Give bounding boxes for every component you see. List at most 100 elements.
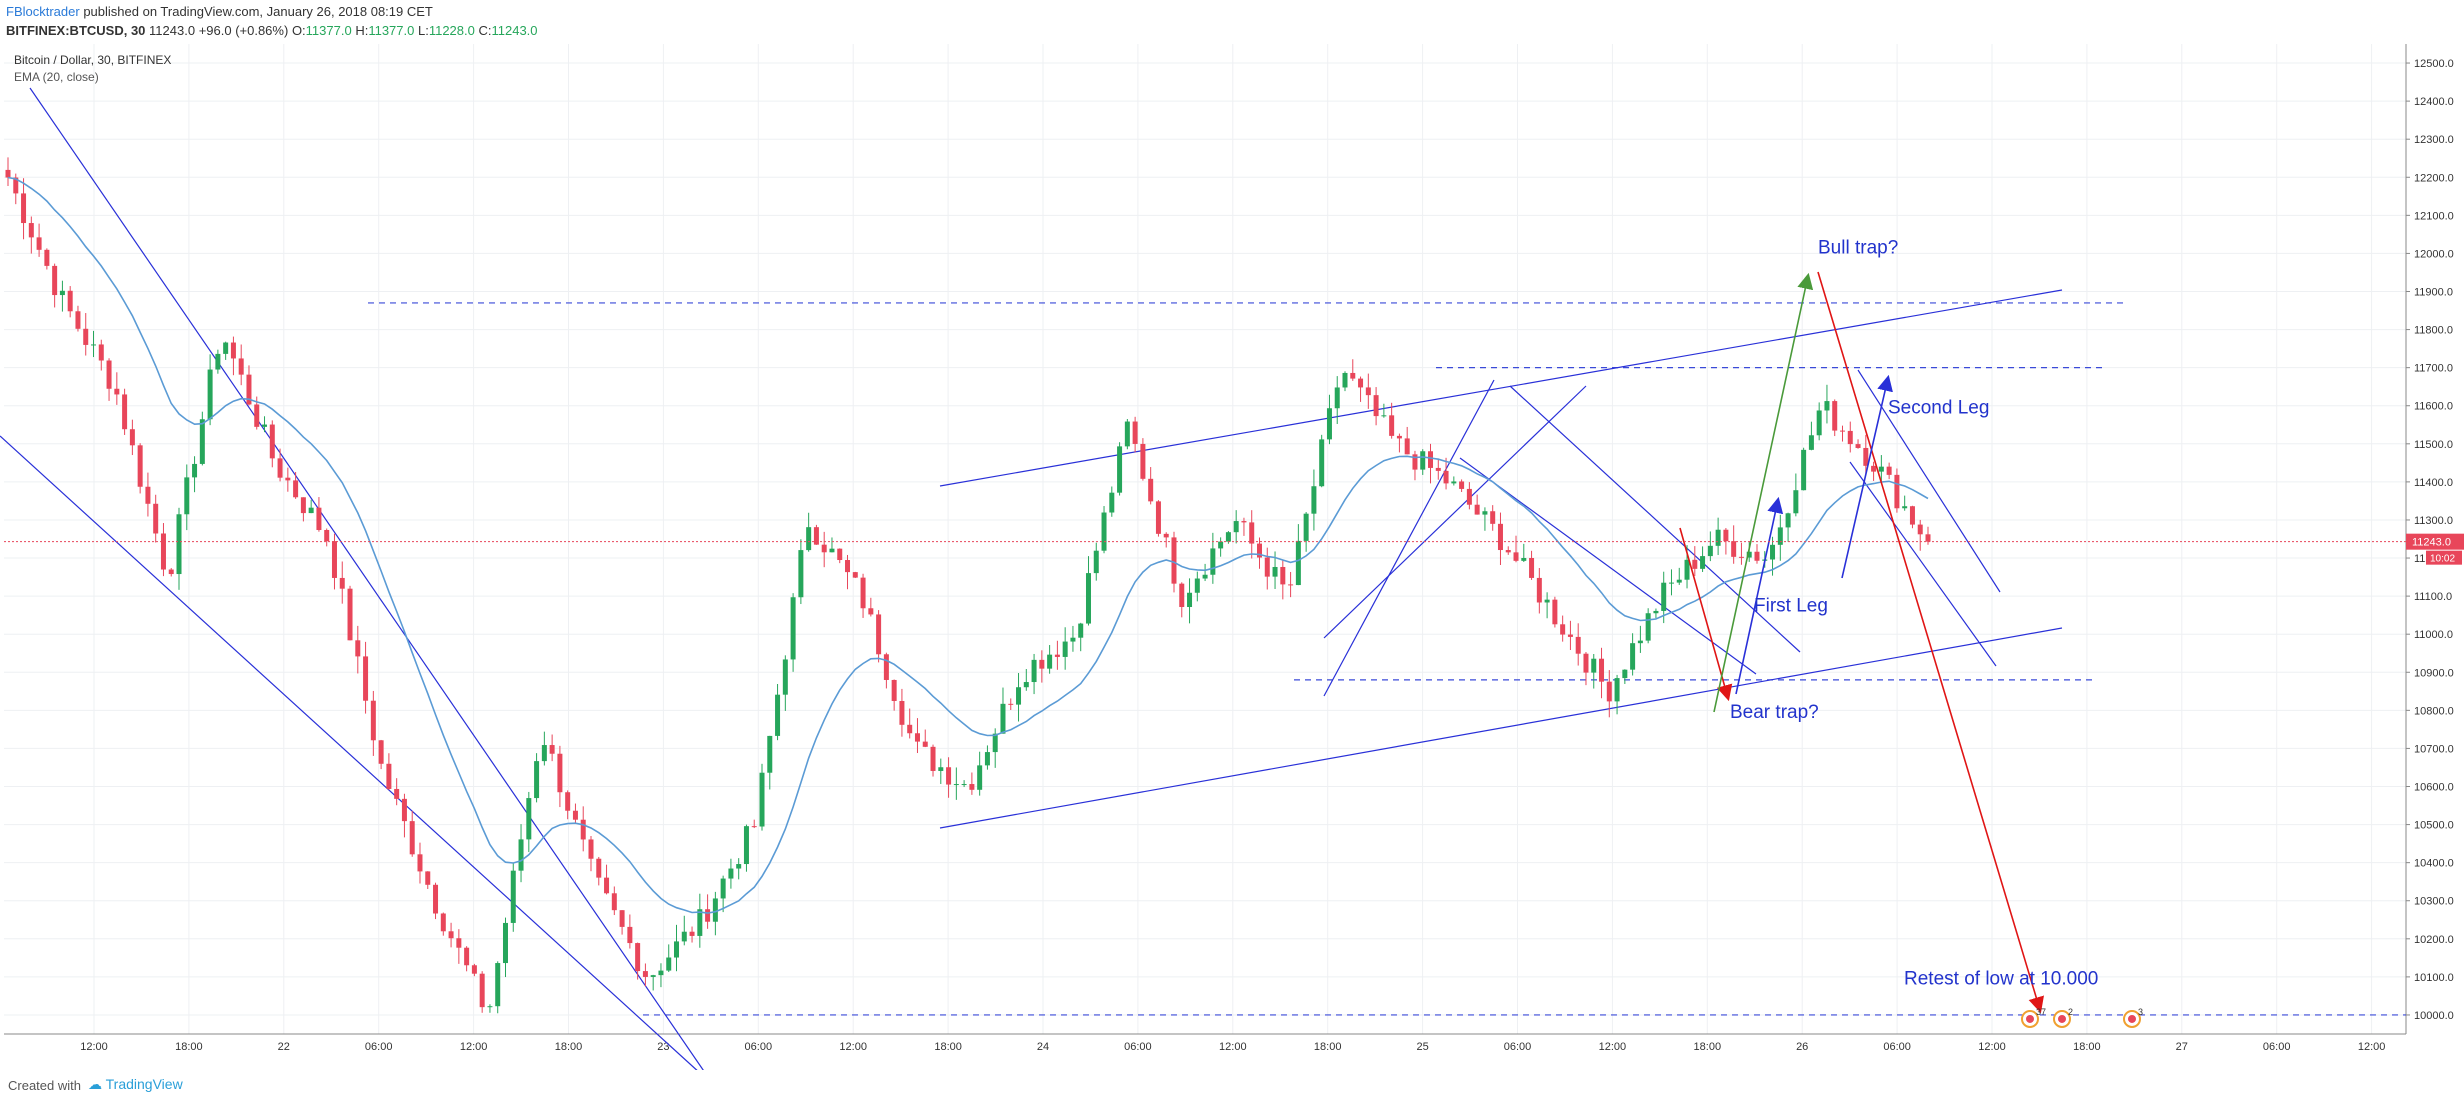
trend-line bbox=[1323, 379, 1495, 697]
candle-body bbox=[681, 931, 687, 942]
price-tick-label: 11800.0 bbox=[2414, 325, 2453, 337]
time-tick-label: 12:00 bbox=[1599, 1041, 1627, 1053]
candle-body bbox=[262, 424, 268, 427]
candle-body bbox=[1163, 533, 1169, 538]
candle-body bbox=[1614, 678, 1620, 702]
candle-body bbox=[518, 839, 524, 871]
candle-body bbox=[1770, 544, 1776, 560]
time-tick-label: 23 bbox=[657, 1041, 669, 1053]
price-tick-label: 12200.0 bbox=[2414, 172, 2454, 184]
trend-line bbox=[0, 435, 713, 1085]
event-badge-dot bbox=[2058, 1014, 2066, 1023]
candle-body bbox=[1225, 532, 1231, 542]
candle-body bbox=[1459, 481, 1465, 489]
cloud-icon: ☁ bbox=[88, 1076, 102, 1092]
candle-body bbox=[495, 963, 501, 1007]
candle-body bbox=[91, 344, 97, 346]
candle-body bbox=[1093, 550, 1099, 574]
candle-body bbox=[1824, 401, 1830, 411]
time-tick-label: 18:00 bbox=[175, 1041, 203, 1053]
candle-body bbox=[1560, 624, 1566, 635]
horizontal-levels bbox=[368, 302, 2406, 1016]
price-axis[interactable]: 10000.0 10100.0 10200.0 10300.0 10400.0 10500… bbox=[2405, 44, 2454, 1034]
candle-body bbox=[1101, 512, 1107, 551]
time-axis[interactable]: 12:00 18:00 22 06:00 12:00 18:00 23 06:00 12:00 1… bbox=[4, 1033, 2406, 1053]
candle-body bbox=[137, 445, 143, 487]
candle-body bbox=[52, 265, 58, 296]
candle-body bbox=[1264, 557, 1270, 577]
candle-body bbox=[705, 909, 711, 922]
candle-body bbox=[1132, 421, 1138, 444]
trend-line bbox=[1849, 461, 1997, 667]
price-tick-label: 10700.0 bbox=[2414, 743, 2454, 755]
candle-body bbox=[946, 767, 952, 785]
countdown-label: 10:02 bbox=[2430, 554, 2455, 565]
candle-body bbox=[588, 839, 594, 859]
close-value: 11243.0 bbox=[491, 23, 538, 38]
candle-body bbox=[238, 358, 244, 375]
event-badge-count: 2 bbox=[2068, 1007, 2073, 1017]
price-tick-label: 11300.0 bbox=[2414, 515, 2453, 527]
candle-body bbox=[1210, 548, 1216, 575]
time-tick-label: 18:00 bbox=[2073, 1041, 2101, 1053]
price-tick-label: 11000.0 bbox=[2414, 629, 2453, 641]
annotation-label: Bear trap? bbox=[1730, 702, 1819, 723]
candle-body bbox=[1676, 579, 1682, 583]
candle-body bbox=[1420, 451, 1426, 470]
candle-body bbox=[1505, 550, 1511, 553]
candle-body bbox=[1490, 511, 1496, 524]
candle-body bbox=[44, 249, 50, 266]
candle-body bbox=[67, 290, 73, 312]
candle-body bbox=[1715, 529, 1721, 546]
price-tick-label: 10100.0 bbox=[2414, 972, 2454, 984]
price-change: +96.0 (+0.86%) bbox=[198, 23, 289, 38]
open-value: 11377.0 bbox=[305, 23, 352, 38]
candle-body bbox=[1637, 640, 1643, 644]
candle-body bbox=[487, 1006, 493, 1008]
candle-body bbox=[1777, 527, 1783, 545]
candle-body bbox=[254, 404, 260, 427]
candle-body bbox=[1194, 578, 1200, 593]
candle-body bbox=[977, 765, 983, 790]
candle-body bbox=[759, 772, 765, 827]
candle-body bbox=[13, 177, 19, 194]
candle-body bbox=[1738, 556, 1744, 558]
price-tick-label: 10200.0 bbox=[2414, 934, 2454, 946]
annotation-label: Second Leg bbox=[1888, 397, 1989, 418]
time-tick-label: 18:00 bbox=[1694, 1041, 1722, 1053]
author-link[interactable]: FBlocktrader bbox=[6, 4, 80, 19]
candle-body bbox=[98, 344, 104, 361]
candle-body bbox=[674, 941, 680, 958]
candle-body bbox=[969, 784, 975, 790]
candle-body bbox=[1451, 481, 1457, 484]
candle-body bbox=[697, 909, 703, 936]
candle-body bbox=[1326, 408, 1332, 440]
event-badges[interactable]: 37 2 3 bbox=[2021, 1007, 2143, 1028]
candle-body bbox=[860, 577, 866, 609]
annotation-label: Retest of low at 10.000 bbox=[1904, 969, 2098, 990]
price-chart[interactable]: 10000.0 10100.0 10200.0 10300.0 10400.0 10500… bbox=[0, 44, 2464, 1098]
candle-body bbox=[207, 369, 213, 420]
trend-line bbox=[1459, 457, 1757, 675]
time-tick-label: 18:00 bbox=[1314, 1041, 1342, 1053]
candle-body bbox=[192, 463, 198, 478]
candle-body bbox=[1218, 541, 1224, 549]
candle-body bbox=[316, 507, 322, 531]
candle-body bbox=[1078, 623, 1084, 638]
candle-body bbox=[1016, 687, 1022, 705]
candle-body bbox=[1606, 681, 1612, 702]
candle-body bbox=[1793, 490, 1799, 514]
candle-body bbox=[1008, 703, 1014, 705]
candle-body bbox=[129, 429, 135, 446]
candle-body bbox=[1124, 421, 1130, 447]
candle-body bbox=[1466, 488, 1472, 505]
chart-header: FBlocktrader published on TradingView.co… bbox=[0, 0, 2464, 44]
tradingview-logo[interactable]: ☁ TradingView bbox=[88, 1076, 183, 1093]
time-tick-label: 06:00 bbox=[365, 1041, 393, 1053]
candle-body bbox=[308, 507, 314, 514]
high-label: H: bbox=[355, 23, 369, 38]
candle-body bbox=[658, 970, 664, 976]
candle-body bbox=[1599, 658, 1605, 682]
trend-line bbox=[1323, 385, 1587, 639]
candle-body bbox=[837, 548, 843, 561]
